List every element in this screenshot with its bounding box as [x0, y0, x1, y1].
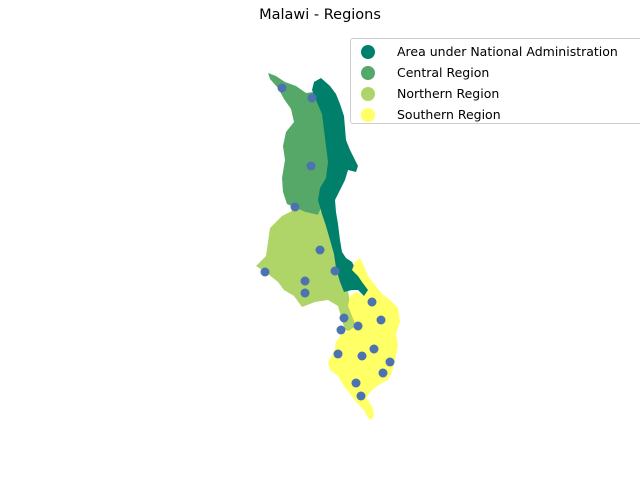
city-point: [306, 161, 316, 171]
central-region: [256, 206, 358, 332]
city-point: [277, 83, 287, 93]
city-point: [356, 391, 366, 401]
circle-marker-icon: [361, 65, 375, 80]
city-point: [333, 349, 343, 359]
circle-marker-icon: [361, 44, 375, 59]
city-points: [260, 83, 395, 401]
city-point: [307, 93, 317, 103]
city-point: [300, 276, 310, 286]
city-point: [376, 315, 386, 325]
legend: Area under National Administration Centr…: [350, 38, 640, 124]
circle-marker-icon: [361, 86, 375, 101]
legend-item-central-region: Central Region: [361, 62, 640, 83]
map-title: Malawi - Regions: [259, 7, 381, 23]
city-point: [369, 344, 379, 354]
city-point: [339, 313, 349, 323]
city-point: [385, 357, 395, 367]
city-point: [367, 297, 377, 307]
legend-label: Northern Region: [397, 86, 500, 101]
legend-label: Southern Region: [397, 107, 501, 122]
legend-label: Central Region: [397, 65, 490, 80]
circle-marker-icon: [361, 107, 375, 122]
city-point: [353, 321, 363, 331]
southern-region: [328, 258, 400, 420]
national-administration-area: [312, 78, 372, 300]
city-point: [330, 266, 340, 276]
city-point: [336, 325, 346, 335]
legend-item-northern-region: Northern Region: [361, 83, 640, 104]
legend-label: Area under National Administration: [397, 44, 618, 59]
city-point: [378, 368, 388, 378]
legend-item-southern-region: Southern Region: [361, 104, 640, 125]
city-point: [260, 267, 270, 277]
city-point: [290, 202, 300, 212]
city-point: [351, 378, 361, 388]
northern-region: [268, 73, 330, 215]
legend-item-national-administration: Area under National Administration: [361, 41, 640, 62]
city-point: [300, 288, 310, 298]
city-point: [315, 245, 325, 255]
city-point: [357, 351, 367, 361]
